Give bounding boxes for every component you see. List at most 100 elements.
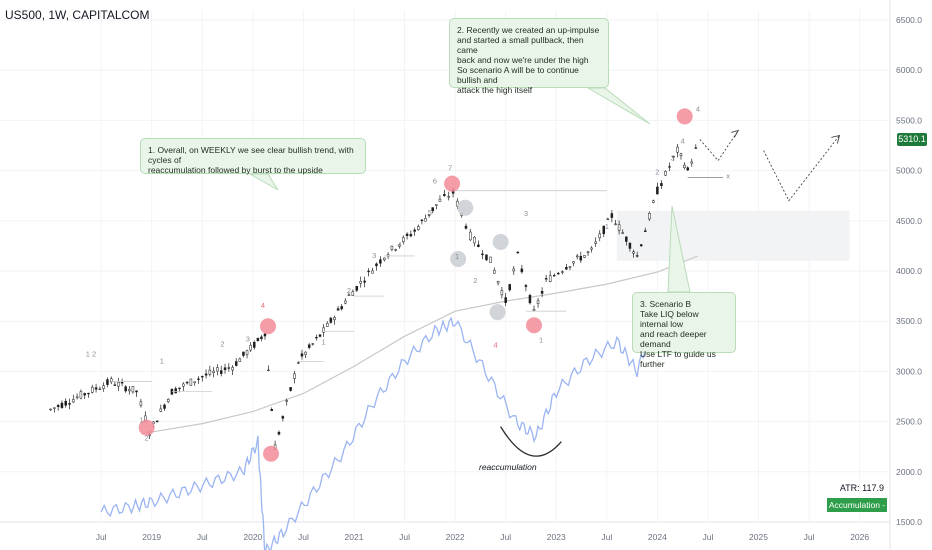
candle-body (256, 337, 260, 341)
candle-body (500, 290, 504, 296)
candle-body (420, 219, 424, 222)
candle-body (648, 212, 651, 220)
swing-highlight-circle (263, 445, 280, 462)
x-tick-label: 2026 (850, 532, 869, 542)
candle-body (135, 390, 138, 393)
candle-body (197, 378, 200, 380)
candle-body (174, 388, 177, 394)
wave-label: 1 (605, 222, 609, 231)
wave-label: 2 (220, 339, 224, 348)
candle-body (405, 233, 409, 237)
candle-body (325, 323, 329, 327)
candle-body (91, 386, 94, 393)
candle-body (610, 213, 614, 218)
y-tick-label: 3000.0 (896, 366, 922, 376)
candle-body (83, 393, 86, 396)
candle-body (289, 387, 292, 391)
y-tick-label: 2500.0 (896, 417, 922, 427)
candle-body (315, 336, 318, 339)
candle-body (504, 297, 507, 303)
y-tick-label: 5500.0 (896, 115, 922, 125)
candle-body (561, 271, 564, 273)
candle-body (590, 247, 593, 250)
last-price-badge: 5310.1 (897, 133, 927, 146)
y-tick-label: 4000.0 (896, 266, 922, 276)
swing-highlight-circle (138, 419, 155, 436)
candle-body (322, 327, 325, 333)
candle-body (481, 253, 484, 256)
candle-body (367, 270, 370, 273)
candle-body (60, 402, 64, 408)
candle-body (398, 244, 401, 247)
candle-body (336, 308, 340, 311)
candle-body (300, 353, 304, 357)
candle-body (427, 214, 431, 216)
wave-label: 1 (322, 337, 326, 346)
candle-body (285, 400, 288, 402)
candle-body (182, 383, 185, 387)
candle-body (565, 267, 568, 270)
candle-body (68, 403, 71, 405)
y-tick-label: 1500.0 (896, 517, 922, 527)
candle-body (106, 379, 109, 385)
candle-body (652, 200, 655, 203)
candle-body (438, 198, 442, 202)
candle-body (639, 244, 643, 247)
candle-body (493, 270, 496, 274)
annotation-overall: 1. Overall, on WEEKLY we see clear bulli… (140, 138, 366, 175)
wave-label: 6 (433, 177, 437, 186)
x-tick-label: 2022 (446, 532, 465, 542)
candle-body (679, 153, 683, 157)
candle-body (185, 381, 189, 384)
candle-body (489, 256, 492, 263)
x-tick-label: 2023 (547, 532, 566, 542)
candle-body (216, 367, 219, 372)
chart-title: US500, 1W, CAPITALCOM (5, 8, 150, 22)
candle-body (234, 361, 238, 366)
note2-pointer (586, 87, 651, 125)
candle-body (548, 275, 552, 282)
candle-body (402, 237, 405, 243)
candle-body (621, 232, 624, 234)
candle-body (617, 224, 621, 231)
wave-label: 3 (246, 334, 250, 343)
candle-body (668, 166, 671, 168)
candle-body (166, 399, 170, 402)
candle-body (628, 242, 632, 249)
candle-body (311, 343, 315, 345)
wave-label: 4 (493, 340, 497, 349)
x-tick-label: Jul (96, 532, 107, 542)
candle-body (163, 404, 166, 409)
candle-body (242, 351, 245, 356)
candle-body (355, 285, 359, 291)
candle-body (383, 257, 386, 261)
candle-body (528, 295, 532, 304)
candle-body (249, 344, 252, 351)
y-tick-label: 5000.0 (896, 166, 922, 176)
candle-body (293, 373, 296, 379)
x-tick-label: 2019 (142, 532, 161, 542)
candle-body (227, 367, 231, 369)
reaccumulation-arc (500, 426, 562, 457)
candle-body (540, 291, 544, 294)
candle-body (417, 226, 420, 230)
candle-body (520, 268, 524, 273)
candle-body (464, 225, 468, 229)
candle-body (253, 341, 256, 348)
wave-label: 4 (261, 301, 265, 310)
candle-body (431, 207, 434, 212)
candle-body (231, 367, 234, 371)
candle-body (660, 183, 663, 187)
candle-body (524, 285, 528, 287)
candle-body (394, 249, 397, 251)
wave-label: 1 (455, 252, 459, 261)
candle-body (469, 231, 472, 241)
candle-body (178, 387, 181, 389)
wave-label: 2 (145, 434, 149, 443)
candle-body (664, 171, 667, 176)
candle-body (632, 251, 635, 254)
note1-pointer (248, 173, 279, 191)
candle-body (552, 275, 556, 277)
wave-label: 2 (655, 168, 659, 177)
